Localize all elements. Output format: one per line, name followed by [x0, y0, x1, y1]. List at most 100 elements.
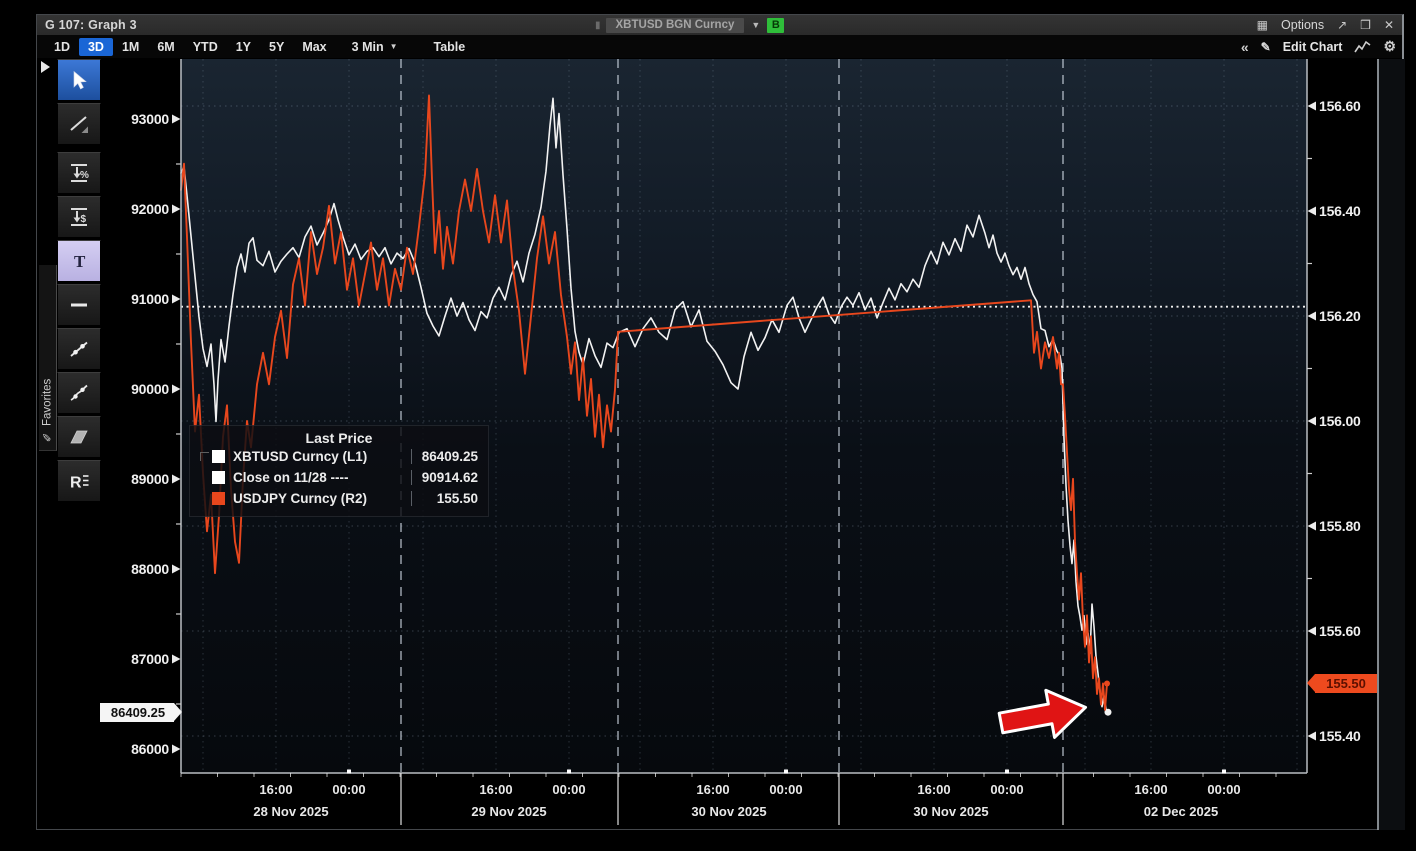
tool-cursor-button[interactable]	[57, 59, 101, 101]
legend-swatch	[212, 492, 225, 505]
tool-percent-measure-button[interactable]: %	[57, 152, 101, 194]
svg-text:$: $	[81, 214, 87, 225]
left-axis-tick-label: 91000	[131, 291, 169, 307]
left-axis-tick-label: 93000	[131, 111, 169, 127]
legend-value: 90914.62	[421, 470, 478, 485]
left-axis-tick-label: 90000	[131, 381, 169, 397]
pencil-icon: ✎	[41, 430, 54, 444]
expand-arrow-icon[interactable]	[41, 61, 50, 73]
period-tab-6m[interactable]: 6M	[157, 39, 175, 54]
legend-label: XBTUSD Curncy (L1)	[233, 449, 368, 464]
legend-divider	[411, 491, 412, 506]
chevron-down-icon: ▼	[389, 42, 398, 51]
period-tab-1y[interactable]: 1Y	[235, 39, 252, 54]
table-button[interactable]: Table	[433, 39, 466, 54]
period-tab-max[interactable]: Max	[302, 39, 327, 54]
last-price-tag-right: 155.50	[1307, 674, 1377, 693]
last-price-tag-left: 86409.25	[100, 702, 182, 722]
options-button[interactable]: Options	[1281, 18, 1325, 32]
dollar-measure-icon: $	[71, 208, 87, 226]
legend-divider	[411, 470, 412, 485]
instrument-name[interactable]: XBTUSD BGN Curncy	[605, 17, 745, 33]
x-axis-date-label: 30 Nov 2025	[691, 804, 767, 819]
x-axis-time-label: 00:00	[552, 782, 586, 797]
svg-text:R: R	[70, 475, 82, 492]
tool-horizontal-line-button[interactable]	[57, 284, 101, 326]
maximize-icon[interactable]: ❒	[1360, 18, 1371, 32]
x-axis-date-label: 29 Nov 2025	[471, 804, 547, 819]
period-tab-5y[interactable]: 5Y	[269, 39, 285, 54]
interval-dropdown[interactable]: 3 Min ▼	[346, 38, 404, 56]
legend-label: Close on 11/28 ----	[233, 470, 349, 485]
tool-polyline-button[interactable]	[57, 328, 101, 370]
svg-text:%: %	[80, 170, 89, 181]
legend-swatch	[212, 450, 225, 463]
chart-legend[interactable]: Last Price XBTUSD Curncy (L1) 86409.25 Clo…	[189, 425, 489, 517]
instrument-selector[interactable]: ▮ XBTUSD BGN Curncy ▼ B	[595, 16, 785, 34]
right-axis-tick-label: 156.20	[1319, 308, 1361, 324]
x-axis-time-label: 00:00	[1207, 782, 1241, 797]
interval-label: 3 Min	[351, 39, 384, 54]
polyline-icon	[70, 341, 88, 357]
x-axis-time-label: 00:00	[990, 782, 1024, 797]
right-axis-tick-label: 155.80	[1319, 518, 1361, 534]
x-axis-time-label: 00:00	[332, 782, 366, 797]
legend-row[interactable]: Close on 11/28 ---- 90914.62	[190, 467, 488, 488]
tool-parallelogram-button[interactable]	[57, 416, 101, 458]
left-axis-tick-label: 92000	[131, 201, 169, 217]
tool-channel-line-button[interactable]	[57, 372, 101, 414]
period-tab-3d[interactable]: 3D	[78, 37, 113, 56]
left-axis-tick-label: 89000	[131, 471, 169, 487]
x-axis-time-label: 16:00	[1134, 782, 1168, 797]
period-tab-1d[interactable]: 1D	[54, 39, 70, 54]
chart-plot-area[interactable]	[181, 59, 1307, 773]
right-axis-tick-label: 155.40	[1319, 728, 1361, 744]
period-tab-1m[interactable]: 1M	[121, 39, 140, 54]
favorites-label: Favorites	[41, 378, 54, 426]
legend-divider	[411, 449, 412, 464]
legend-row[interactable]: XBTUSD Curncy (L1) 86409.25	[190, 446, 488, 467]
horizontal-line-icon	[71, 303, 87, 307]
legend-swatch	[212, 471, 225, 484]
trendline-icon	[70, 116, 88, 133]
regression-icon: R	[70, 475, 89, 492]
period-tab-ytd[interactable]: YTD	[192, 39, 218, 54]
left-axis-tick-label: 88000	[131, 561, 169, 577]
menu-grid-icon[interactable]: ▦	[1256, 18, 1269, 32]
parallelogram-icon	[70, 430, 88, 444]
tool-text-button[interactable]: T	[57, 240, 101, 282]
x-axis-time-label: 00:00	[769, 782, 803, 797]
tool-dollar-measure-button[interactable]: $	[57, 196, 101, 238]
chevron-down-icon[interactable]: ▼	[751, 20, 761, 30]
gear-icon[interactable]: ⚙	[1383, 38, 1396, 54]
drag-grip-icon: ▮	[595, 19, 601, 31]
terminal-window: G 107: Graph 3 ▮ XBTUSD BGN Curncy ▼ B ▦…	[36, 14, 1405, 830]
chart-style-icon[interactable]	[1354, 40, 1371, 54]
percent-measure-icon: %	[71, 164, 89, 182]
legend-value: 86409.25	[421, 449, 478, 464]
x-axis-date-label: 02 Dec 2025	[1143, 804, 1219, 819]
x-axis-time-label: 16:00	[479, 782, 513, 797]
cursor-icon	[73, 70, 87, 90]
legend-row[interactable]: USDJPY Curncy (R2) 155.50	[190, 488, 488, 509]
collapse-chevrons-icon[interactable]: «	[1240, 38, 1249, 55]
right-axis-tick-label: 156.00	[1319, 413, 1361, 429]
tool-regression-button[interactable]: R	[57, 460, 101, 502]
chart-toolbar: 1D 3D 1M 6M YTD 1Y 5Y Max 3 Min ▼ Table « ✎ Edi…	[37, 35, 1402, 58]
source-badge: B	[767, 17, 785, 33]
close-icon[interactable]: ✕	[1383, 18, 1394, 32]
title-bar: G 107: Graph 3 ▮ XBTUSD BGN Curncy ▼ B ▦…	[37, 15, 1402, 35]
pencil-icon: ✎	[1260, 39, 1271, 54]
x-axis-date-label: 28 Nov 2025	[253, 804, 329, 819]
right-axis-tick-label: 155.60	[1319, 623, 1361, 639]
legend-value: 155.50	[436, 491, 478, 506]
right-axis-tick-label: 156.60	[1319, 98, 1361, 114]
tool-trendline-button[interactable]	[57, 103, 101, 145]
favorites-tab[interactable]: ✎ Favorites	[39, 265, 57, 451]
popout-icon[interactable]: ↗	[1337, 18, 1348, 32]
text-icon: T	[74, 252, 86, 271]
x-axis-time-label: 16:00	[259, 782, 293, 797]
edit-chart-button[interactable]: Edit Chart	[1282, 39, 1343, 54]
x-axis-date-label: 30 Nov 2025	[913, 804, 989, 819]
